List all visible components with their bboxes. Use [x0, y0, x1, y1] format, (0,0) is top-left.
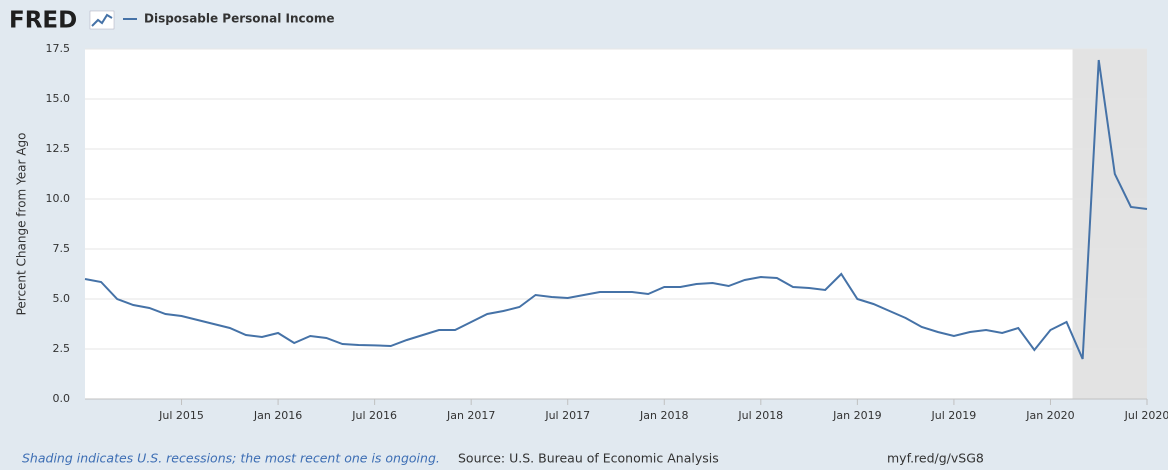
- x-tick-label: Jul 2020: [1124, 409, 1168, 422]
- plot-area: [85, 49, 1147, 399]
- x-tick-label: Jan 2016: [253, 409, 302, 422]
- logo-icon: [89, 10, 115, 30]
- y-tick-label: 0.0: [53, 392, 71, 405]
- recession-shading: [1072, 49, 1147, 399]
- y-tick-label: 15.0: [46, 92, 71, 105]
- x-tick-label: Jul 2017: [544, 409, 590, 422]
- x-tick-label: Jan 2017: [446, 409, 495, 422]
- logo: FRED: [9, 8, 77, 34]
- x-tick-label: Jul 2015: [158, 409, 204, 422]
- x-tick-label: Jul 2018: [737, 409, 783, 422]
- y-axis-label: Percent Change from Year Ago: [15, 133, 29, 316]
- y-tick-label: 5.0: [53, 292, 71, 305]
- note: Shading indicates U.S. recessions; the m…: [22, 451, 440, 466]
- source: Source: U.S. Bureau of Economic Analysis: [458, 451, 719, 466]
- x-tick-label: Jul 2019: [931, 409, 977, 422]
- link: myf.red/g/vSG8: [887, 451, 984, 466]
- data-line: [84, 59, 1148, 360]
- y-tick-label: 7.5: [53, 242, 71, 255]
- y-tick-label: 2.5: [53, 342, 71, 355]
- x-tick-label: Jan 2018: [639, 409, 688, 422]
- x-tick-label: Jan 2019: [832, 409, 881, 422]
- y-tick-label: 12.5: [46, 142, 71, 155]
- legend-label: Disposable Personal Income: [144, 12, 335, 26]
- x-tick-label: Jan 2020: [1025, 409, 1074, 422]
- x-tick-label: Jul 2016: [351, 409, 397, 422]
- y-tick-label: 10.0: [46, 192, 71, 205]
- y-tick-label: 17.5: [46, 42, 71, 55]
